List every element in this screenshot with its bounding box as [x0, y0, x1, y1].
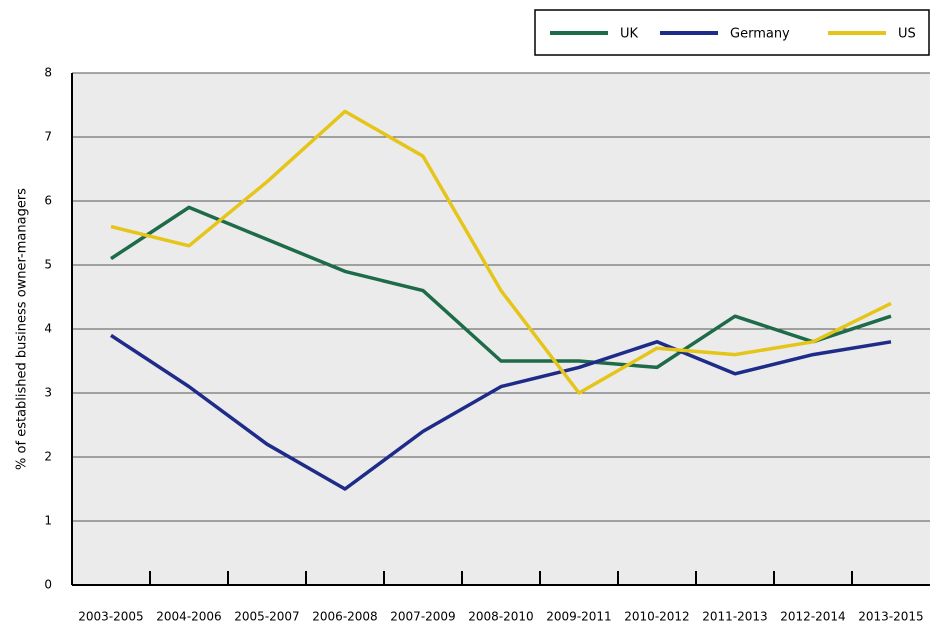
x-tick-label: 2003-2005 [78, 610, 143, 624]
y-tick-label: 0 [44, 578, 52, 592]
legend-label: US [898, 27, 916, 42]
x-tick-label: 2012-2014 [780, 610, 845, 624]
y-tick-label: 4 [44, 322, 52, 336]
x-tick-label: 2008-2010 [468, 610, 533, 624]
x-tick-label: 2009-2011 [546, 610, 611, 624]
x-tick-label: 2013-2015 [858, 610, 923, 624]
y-tick-label: 7 [44, 130, 52, 144]
y-tick-label: 6 [44, 194, 52, 208]
y-tick-label: 3 [44, 386, 52, 400]
x-tick-label: 2006-2008 [312, 610, 377, 624]
x-tick-label: 2010-2012 [624, 610, 689, 624]
y-tick-label: 1 [44, 514, 52, 528]
y-tick-label: 8 [44, 66, 52, 80]
series-line [110, 205, 892, 370]
x-tick-label: 2011-2013 [702, 610, 767, 624]
legend-label: UK [620, 27, 639, 42]
x-tick-label: 2007-2009 [390, 610, 455, 624]
y-tick-label: 5 [44, 258, 52, 272]
y-tick-label: 2 [44, 450, 52, 464]
legend-label: Germany [730, 27, 790, 42]
x-tick-label: 2005-2007 [234, 610, 299, 624]
y-axis-label: % of established business owner-managers [15, 188, 30, 470]
x-tick-label: 2004-2006 [156, 610, 221, 624]
series-line [110, 109, 892, 395]
series-line [110, 333, 892, 491]
